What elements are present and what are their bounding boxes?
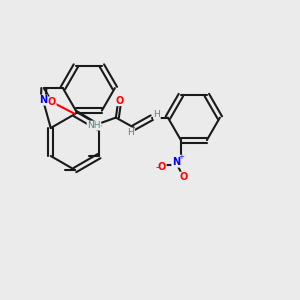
Text: O: O: [180, 172, 188, 182]
Text: NH: NH: [87, 121, 101, 130]
Text: N: N: [39, 95, 47, 105]
Text: -: -: [155, 162, 159, 172]
Text: H: H: [154, 110, 160, 119]
Text: H: H: [128, 128, 134, 137]
Text: N: N: [172, 157, 180, 167]
Text: O: O: [158, 162, 166, 172]
Text: +: +: [178, 154, 184, 160]
Text: O: O: [116, 96, 124, 106]
Text: O: O: [48, 97, 56, 107]
